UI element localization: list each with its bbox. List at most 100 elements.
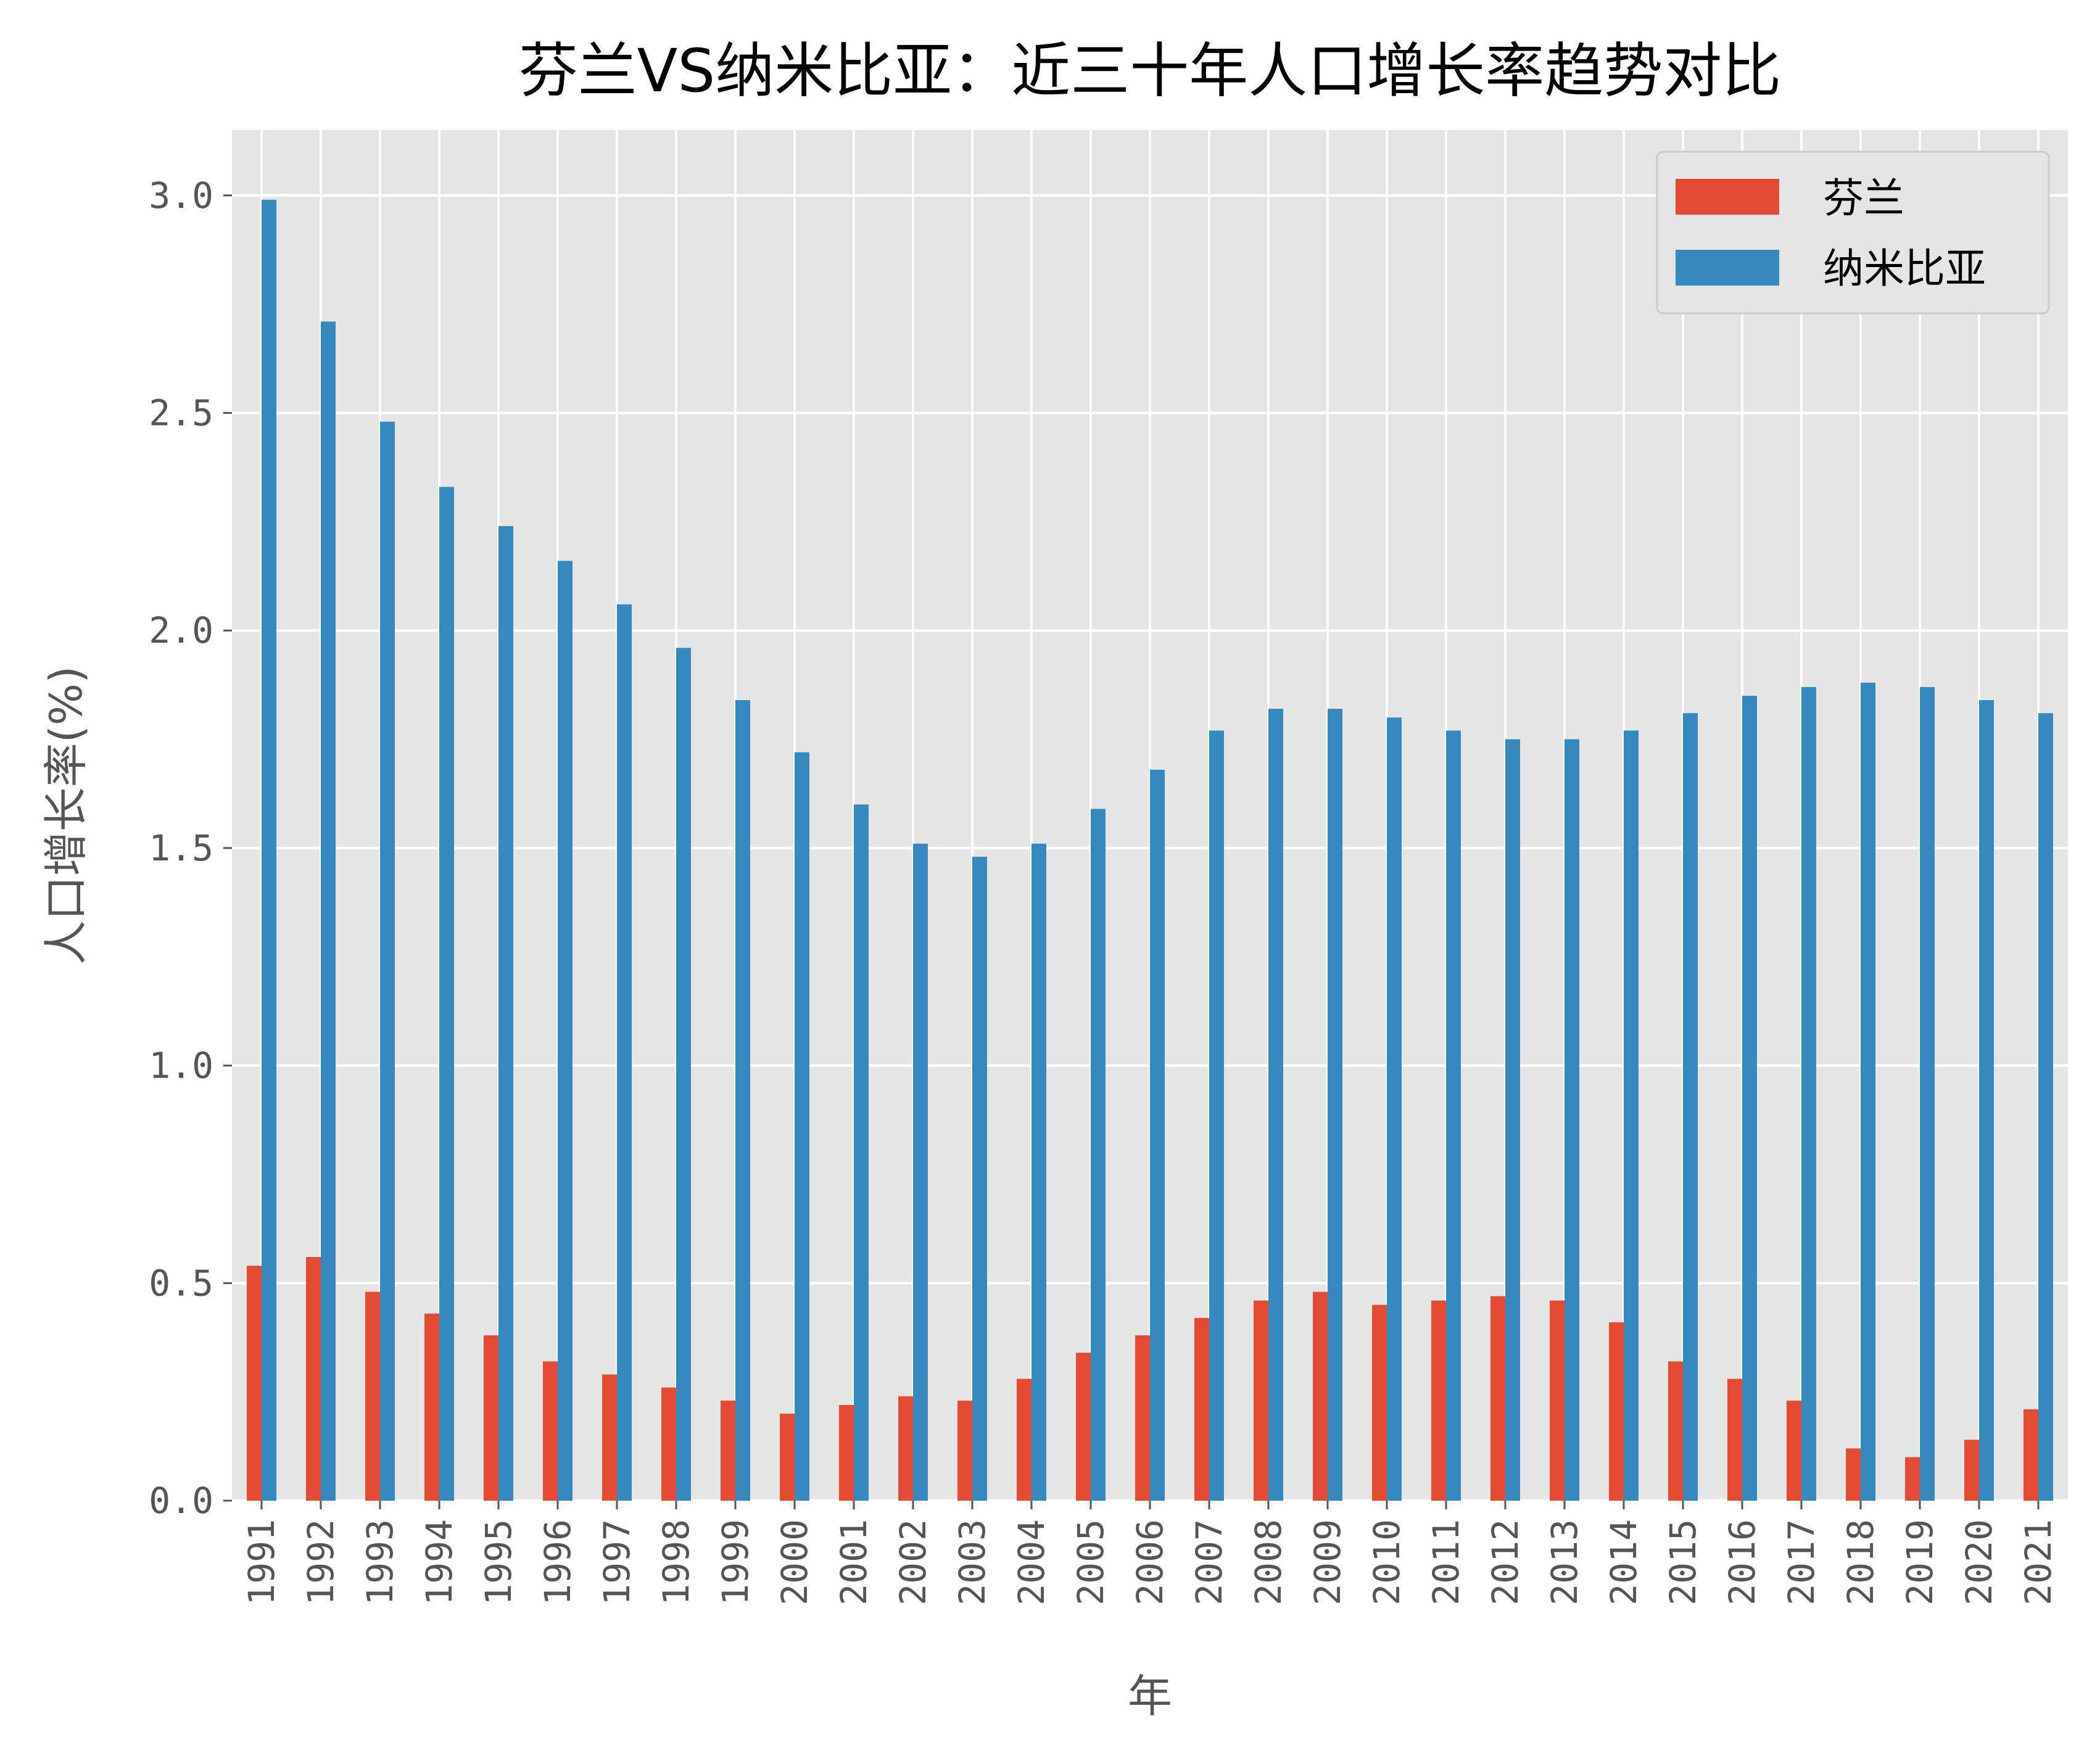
x-tick-label: 2013 (1544, 1519, 1585, 1606)
bar-namibia-2003 (972, 857, 987, 1501)
bar-namibia-1995 (498, 526, 513, 1501)
x-tick-label: 1997 (596, 1519, 638, 1606)
legend-swatch-finland (1676, 179, 1779, 215)
y-tick-label: 2.5 (149, 392, 213, 434)
bar-finland-2001 (839, 1404, 854, 1501)
x-tick-label: 2014 (1603, 1519, 1645, 1606)
y-axis-ticks: 0.0 0.5 1.0 1.5 2.0 2.5 3.0 (149, 175, 232, 1522)
x-tick-label: 1991 (241, 1519, 283, 1606)
bar-finland-2005 (1076, 1353, 1091, 1501)
bar-finland-2010 (1372, 1305, 1387, 1501)
bar-finland-2004 (1017, 1379, 1031, 1501)
bar-namibia-2013 (1565, 739, 1579, 1501)
bar-finland-1994 (424, 1313, 439, 1501)
bar-finland-1996 (543, 1361, 558, 1501)
x-tick-label: 2003 (951, 1519, 993, 1606)
bar-namibia-2020 (1979, 700, 1994, 1501)
bar-namibia-2004 (1031, 843, 1046, 1501)
legend-label-finland: 芬兰 (1823, 175, 1904, 222)
bar-finland-2017 (1787, 1400, 1801, 1501)
x-tick-label: 2000 (774, 1519, 816, 1606)
x-axis-label: 年 (1128, 1670, 1172, 1722)
bar-namibia-2019 (1920, 686, 1935, 1501)
bar-namibia-2010 (1387, 717, 1402, 1501)
x-tick-label: 2012 (1484, 1519, 1526, 1606)
bar-finland-1999 (721, 1400, 735, 1501)
bar-namibia-2018 (1861, 682, 1875, 1501)
bar-finland-2003 (957, 1400, 972, 1501)
x-tick-label: 1992 (300, 1519, 342, 1606)
bar-finland-2018 (1846, 1448, 1861, 1501)
x-tick-label: 2009 (1307, 1519, 1349, 1606)
bar-namibia-2017 (1801, 686, 1816, 1501)
bar-namibia-2001 (854, 804, 869, 1501)
bar-finland-1998 (661, 1387, 676, 1501)
bar-namibia-2012 (1505, 739, 1520, 1501)
y-axis-label: 人口增长率(%) (40, 666, 92, 965)
x-tick-label: 2002 (892, 1519, 934, 1606)
bar-namibia-1992 (321, 321, 336, 1501)
bar-namibia-1999 (735, 700, 750, 1501)
x-tick-label: 1993 (359, 1519, 401, 1606)
bar-finland-2011 (1431, 1300, 1446, 1501)
y-tick-label: 3.0 (149, 175, 213, 216)
x-tick-label: 2017 (1780, 1519, 1822, 1606)
bar-namibia-2008 (1268, 709, 1283, 1501)
bar-namibia-2000 (795, 752, 809, 1501)
x-tick-label: 2001 (833, 1519, 875, 1606)
x-tick-label: 1996 (537, 1519, 579, 1606)
x-axis-ticks: 1991 1992 1993 1994 1995 1996 1997 1998 1999 2000… (241, 1501, 2059, 1606)
bar-namibia-2016 (1742, 696, 1757, 1501)
x-tick-label: 2018 (1840, 1519, 1882, 1606)
legend-swatch-namibia (1676, 250, 1779, 286)
bars (247, 199, 2053, 1501)
y-tick-label: 0.0 (149, 1480, 213, 1522)
bar-finland-2020 (1964, 1440, 1979, 1501)
bar-finland-1995 (484, 1335, 498, 1501)
bar-namibia-1997 (617, 604, 632, 1501)
bar-finland-2013 (1550, 1300, 1565, 1501)
x-tick-label: 1998 (655, 1519, 697, 1606)
bar-finland-2016 (1727, 1379, 1742, 1501)
bar-finland-2007 (1194, 1317, 1209, 1501)
bar-namibia-2005 (1091, 809, 1106, 1501)
bar-namibia-2015 (1683, 713, 1698, 1501)
x-tick-label: 2015 (1662, 1519, 1704, 1606)
x-tick-label: 2004 (1011, 1519, 1052, 1606)
bar-finland-2000 (780, 1413, 795, 1501)
bar-namibia-1994 (439, 487, 454, 1501)
x-tick-label: 2006 (1129, 1519, 1171, 1606)
bar-namibia-1991 (262, 199, 276, 1501)
bar-finland-2015 (1668, 1361, 1683, 1501)
bar-finland-2009 (1313, 1292, 1328, 1501)
bar-namibia-2009 (1328, 709, 1342, 1501)
bar-namibia-2021 (2038, 713, 2053, 1501)
x-tick-label: 2016 (1721, 1519, 1763, 1606)
bar-namibia-1993 (380, 421, 395, 1501)
bar-finland-1997 (602, 1374, 617, 1501)
legend: 芬兰 纳米比亚 (1656, 150, 2050, 315)
bar-finland-2006 (1135, 1335, 1150, 1501)
x-tick-label: 1999 (714, 1519, 756, 1606)
x-tick-label: 1994 (418, 1519, 460, 1606)
bar-namibia-2014 (1624, 730, 1639, 1501)
bar-finland-1992 (306, 1256, 321, 1501)
legend-label-namibia: 纳米比亚 (1823, 245, 1986, 292)
x-tick-label: 1995 (477, 1519, 519, 1606)
y-tick-label: 1.0 (149, 1045, 213, 1087)
x-tick-label: 2010 (1366, 1519, 1408, 1606)
bar-finland-2012 (1490, 1296, 1505, 1501)
y-tick-label: 0.5 (149, 1262, 213, 1304)
bar-finland-2019 (1905, 1457, 1920, 1501)
x-tick-label: 2020 (1958, 1519, 2000, 1606)
bar-finland-2008 (1254, 1300, 1268, 1501)
bar-finland-2002 (898, 1396, 913, 1501)
bar-namibia-2011 (1446, 730, 1461, 1501)
x-tick-label: 2005 (1070, 1519, 1112, 1606)
y-tick-label: 1.5 (149, 827, 213, 869)
x-tick-label: 2021 (2017, 1519, 2059, 1606)
x-tick-label: 2019 (1899, 1519, 1941, 1606)
bar-finland-2014 (1609, 1322, 1624, 1501)
chart-title: 芬兰VS纳米比亚：近三十年人口增长率趋势对比 (519, 36, 1782, 105)
